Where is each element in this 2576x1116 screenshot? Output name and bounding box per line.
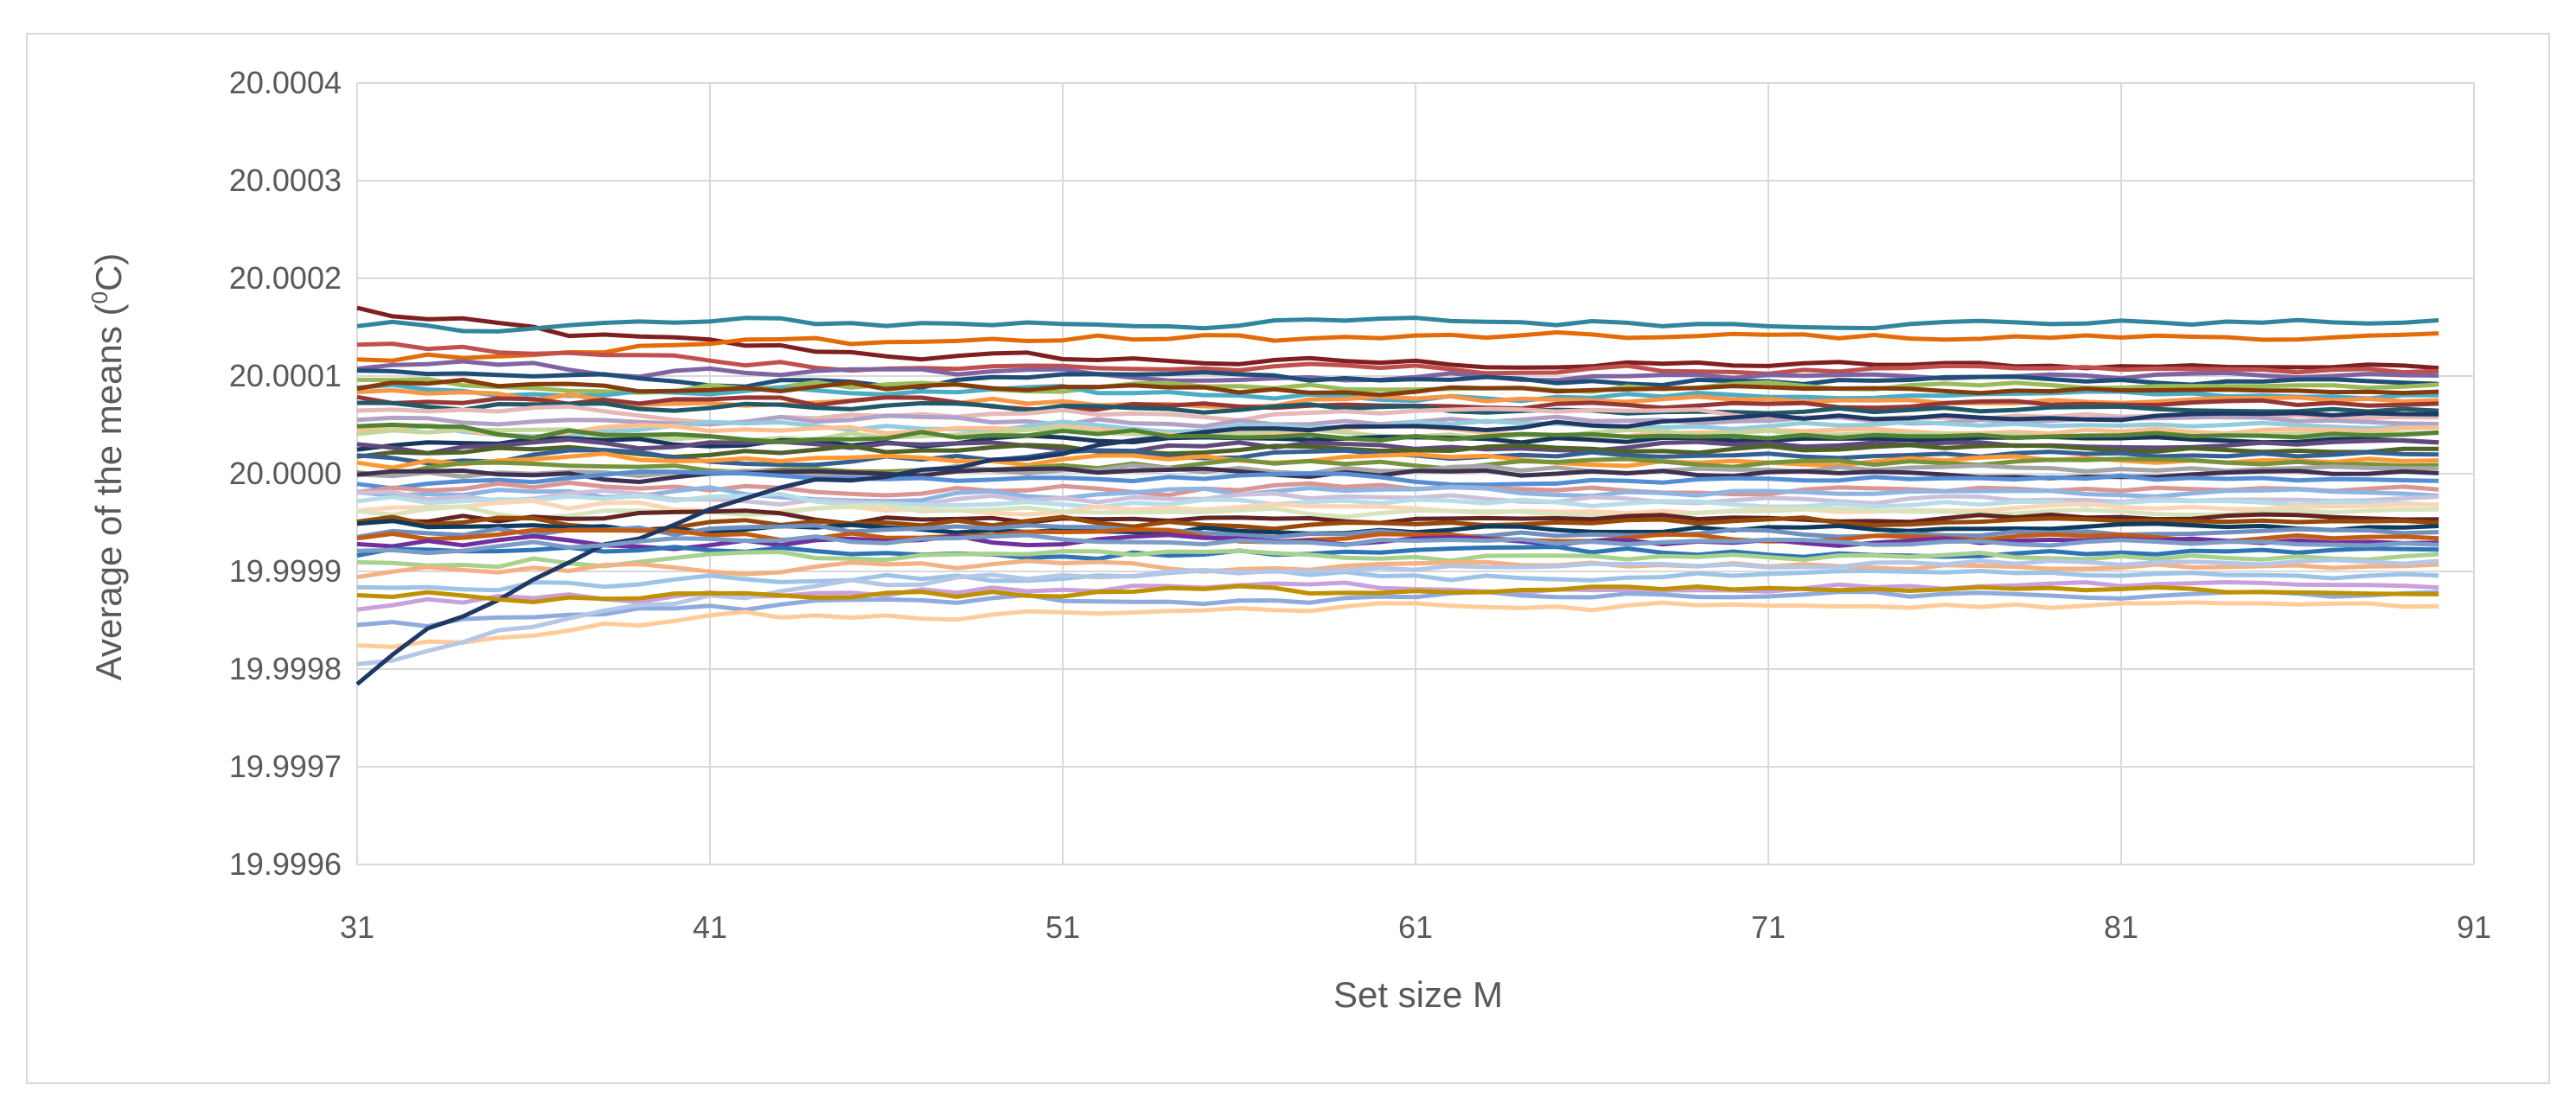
series-line [356,418,2439,439]
series-line [356,545,2439,561]
x-tick-label: 91 [2457,909,2491,945]
series-line [356,456,2439,479]
y-tick-label: 19.9996 [229,846,342,882]
series-line [356,330,2439,363]
x-tick-label: 41 [693,909,727,945]
series-line [356,548,2439,570]
series-line [356,469,2439,491]
x-tick-labels: 31 41 51 61 71 81 91 [340,909,2491,945]
series-line [356,341,2439,376]
y-axis-title-superscript: 0 [86,291,112,303]
series-line [356,485,2439,504]
series-line [356,382,2439,404]
y-tick-label: 20.0003 [229,163,342,198]
x-axis-title: Set size M [1333,974,1503,1015]
series-line [356,422,2439,444]
y-tick-label: 19.9997 [229,749,342,784]
x-tick-label: 31 [340,909,374,945]
series-line [356,527,2439,545]
series-line [356,378,2439,398]
series-line [356,600,2439,649]
y-tick-label: 20.0001 [229,358,342,393]
series-line [356,590,2439,628]
y-tick-label: 19.9998 [229,651,342,686]
y-axis-title-main: Average of the means ( [88,303,129,680]
series-line [356,514,2439,532]
series-line [355,411,2439,686]
x-tick-label: 51 [1045,909,1080,945]
series-line [356,558,2439,666]
x-tick-label: 61 [1398,909,1433,945]
x-tick-label: 81 [2104,909,2138,945]
y-tick-labels: 19.9996 19.9997 19.9998 19.9999 20.0000 20.00… [229,65,342,882]
series-line [356,558,2439,580]
series-line [356,532,2439,556]
series-line [356,443,2439,459]
y-tick-label: 20.0004 [229,65,342,100]
series-line [356,568,2439,593]
y-tick-label: 20.0002 [229,260,342,296]
series-layer [355,305,2439,686]
y-axis-title: Average of the means (0C) [86,253,129,681]
x-tick-label: 71 [1751,909,1786,945]
y-tick-label: 20.0000 [229,456,342,491]
y-tick-label: 19.9999 [229,553,342,589]
y-axis-title-tail: C) [88,253,129,291]
series-line [356,316,2439,334]
series-line [356,584,2439,604]
series-line [356,400,2439,416]
